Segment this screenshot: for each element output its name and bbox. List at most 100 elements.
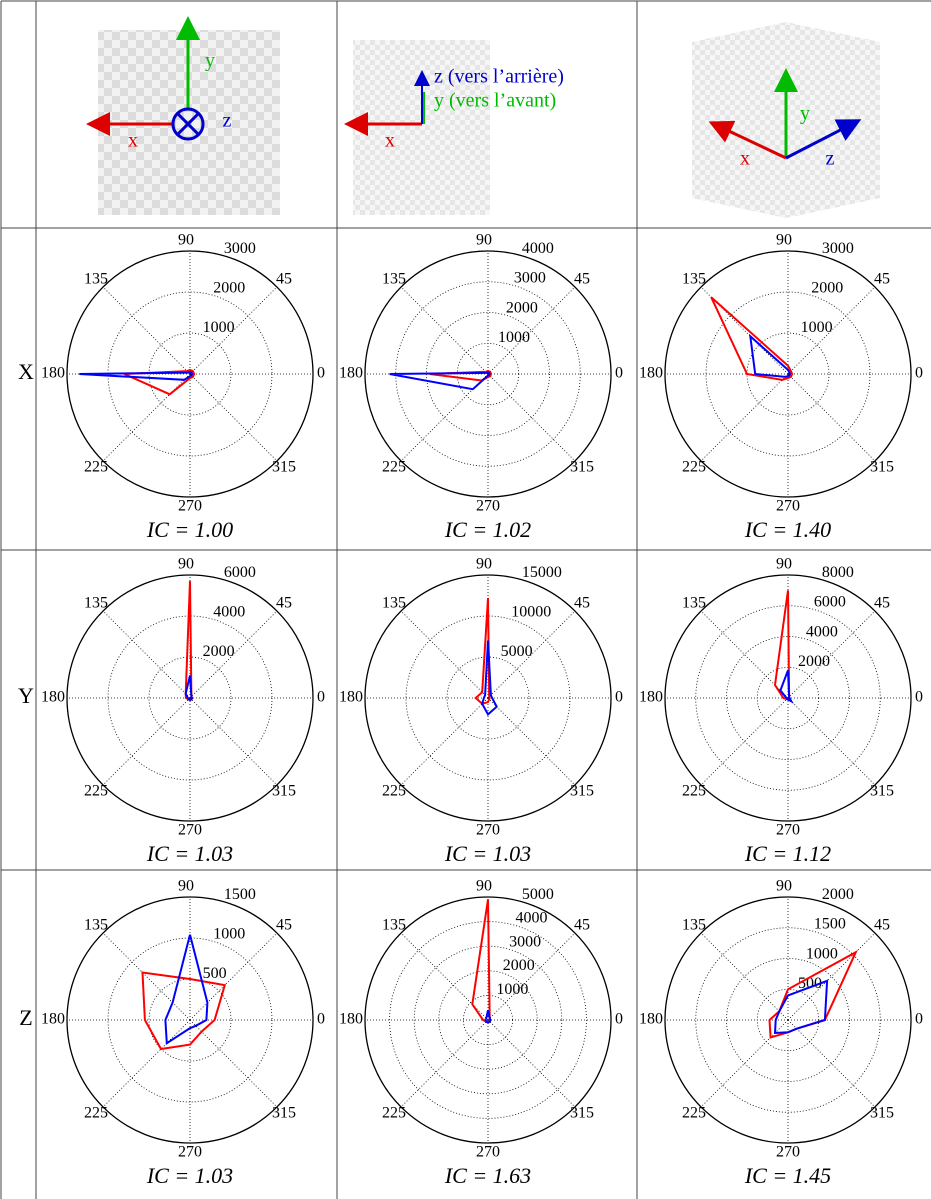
- grid-line: [787, 697, 876, 786]
- grid-line: [102, 932, 191, 1021]
- series-line: [141, 971, 227, 1051]
- grid-line: [400, 286, 489, 375]
- row-label: X: [18, 359, 34, 384]
- grid-line: [787, 610, 876, 699]
- r-tick-label: 1000: [801, 319, 833, 336]
- angle-tick-label: 0: [317, 689, 325, 706]
- angle-tick-label: 225: [382, 459, 406, 476]
- grid-line: [787, 1019, 876, 1108]
- r-tick-label: 4000: [515, 910, 547, 927]
- grid-line: [700, 373, 789, 462]
- outer-circle: [664, 574, 912, 822]
- outer-circle: [364, 896, 612, 1144]
- grid-circle: [705, 291, 871, 457]
- angle-tick-label: 180: [639, 1011, 663, 1028]
- angle-tick-label: 0: [317, 1011, 325, 1028]
- annotation: IC = 1.03: [146, 841, 233, 866]
- angle-tick-label: 180: [41, 1011, 65, 1028]
- angle-tick-label: 225: [682, 459, 706, 476]
- angle-tick-label: 180: [339, 1011, 363, 1028]
- angle-tick-label: 180: [41, 689, 65, 706]
- angle-tick-label: 90: [178, 232, 194, 249]
- series-line: [184, 675, 194, 702]
- annotation: IC = 1.02: [444, 517, 531, 542]
- angle-tick-label: 315: [272, 1105, 296, 1122]
- grid-circle: [726, 636, 850, 760]
- angle-tick-label: 0: [915, 689, 923, 706]
- axes-diagram: x y (vers l’avant) z (vers l’arrière): [344, 40, 564, 215]
- r-tick-label: 2000: [213, 279, 245, 296]
- r-tick-label: 6000: [224, 564, 256, 581]
- grid-line: [700, 932, 789, 1021]
- angle-tick-label: 90: [178, 878, 194, 895]
- angle-tick-label: 270: [776, 822, 800, 839]
- angle-tick-label: 315: [570, 1105, 594, 1122]
- angle-tick-label: 0: [615, 689, 623, 706]
- angle-tick-label: 225: [84, 783, 108, 800]
- grid-line: [787, 373, 876, 462]
- angle-tick-label: 225: [382, 1105, 406, 1122]
- grid-line: [189, 932, 278, 1021]
- r-tick-label: 500: [798, 975, 822, 992]
- angle-tick-label: 315: [870, 1105, 894, 1122]
- annotation: IC = 1.63: [444, 1163, 531, 1188]
- r-tick-label: 2000: [203, 643, 235, 660]
- r-tick-label: 2000: [822, 886, 854, 903]
- series-line: [481, 640, 498, 716]
- angle-tick-label: 180: [639, 689, 663, 706]
- angle-tick-label: 135: [682, 917, 706, 934]
- r-tick-label: 4000: [213, 603, 245, 620]
- series-line: [79, 370, 194, 381]
- grid-line: [102, 697, 191, 786]
- grid-circle: [413, 945, 563, 1095]
- annotation: IC = 1.00: [146, 517, 233, 542]
- angle-tick-label: 270: [776, 498, 800, 515]
- grid-circle: [746, 332, 830, 416]
- grid-line: [487, 373, 576, 462]
- axis-label: y: [205, 50, 215, 72]
- annotation: IC = 1.12: [744, 841, 831, 866]
- angle-tick-label: 45: [574, 595, 590, 612]
- grid-line: [102, 610, 191, 699]
- angle-tick-label: 270: [178, 1144, 202, 1161]
- grid-line: [400, 373, 489, 462]
- angle-tick-label: 315: [570, 459, 594, 476]
- angle-tick-label: 225: [682, 1105, 706, 1122]
- angle-tick-label: 135: [382, 271, 406, 288]
- r-tick-label: 3000: [514, 270, 546, 287]
- grid-line: [102, 373, 191, 462]
- angle-tick-label: 90: [776, 878, 792, 895]
- angle-tick-label: 225: [682, 783, 706, 800]
- angle-tick-label: 135: [682, 595, 706, 612]
- r-tick-label: 4000: [522, 240, 554, 257]
- row-label: Z: [19, 1005, 32, 1030]
- grid-line: [189, 610, 278, 699]
- angle-tick-label: 0: [615, 365, 623, 382]
- axes-diagram: x y z: [692, 22, 880, 218]
- axis-label: y: [800, 103, 810, 125]
- angle-tick-label: 135: [682, 271, 706, 288]
- angle-tick-label: 180: [41, 365, 65, 382]
- grid-line: [487, 697, 576, 786]
- angle-tick-label: 90: [178, 556, 194, 573]
- angle-tick-label: 45: [874, 595, 890, 612]
- r-tick-label: 500: [203, 965, 227, 982]
- r-tick-label: 1000: [498, 329, 530, 346]
- outer-circle: [364, 250, 612, 498]
- angle-tick-label: 45: [276, 271, 292, 288]
- angle-tick-label: 270: [776, 1144, 800, 1161]
- grid-line: [487, 286, 576, 375]
- angle-tick-label: 45: [574, 271, 590, 288]
- angle-tick-label: 270: [178, 498, 202, 515]
- angle-tick-label: 225: [84, 1105, 108, 1122]
- grid-line: [400, 932, 489, 1021]
- r-tick-label: 1000: [203, 319, 235, 336]
- grid-line: [189, 697, 278, 786]
- angle-tick-label: 135: [84, 271, 108, 288]
- angle-tick-label: 45: [874, 271, 890, 288]
- r-tick-label: 5000: [522, 886, 554, 903]
- outer-circle: [664, 250, 912, 498]
- r-tick-label: 3000: [224, 240, 256, 257]
- r-tick-label: 1000: [496, 981, 528, 998]
